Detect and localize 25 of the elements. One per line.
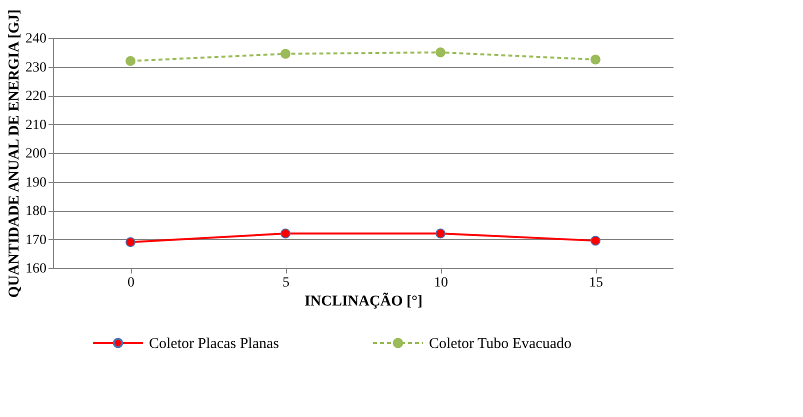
y-tick-label: 230 [26,60,46,76]
x-tick-label: 10 [434,276,448,290]
point [590,236,600,246]
point [126,56,136,66]
point [436,47,446,58]
legend-label: Coletor Placas Planas [149,336,280,352]
point [436,228,446,238]
point [590,54,600,65]
x-tick-label: 0 [128,276,134,290]
y-tick-label: 180 [26,204,46,219]
x-tick-label: 5 [282,276,290,290]
legend-label: Coletor Tubo Evacuado [429,336,572,352]
y-tick-label: 170 [26,232,46,248]
point [126,237,136,248]
y-tick-label: 210 [26,118,46,133]
y-tick-label: 240 [26,32,46,46]
y-tick-label: 220 [26,89,46,104]
x-tick-label: 15 [589,276,603,290]
y-tick-label: 160 [26,262,46,276]
y-tick-label: 190 [26,175,46,190]
x-axis-title: INCLINAÇÃO [°] [304,292,423,310]
y-axis-title: QUANTIDADE ANUAL DE ENERGIA [GJ] [6,9,22,298]
y-tick-label: 200 [26,146,46,162]
point [280,48,290,59]
point [280,228,290,238]
